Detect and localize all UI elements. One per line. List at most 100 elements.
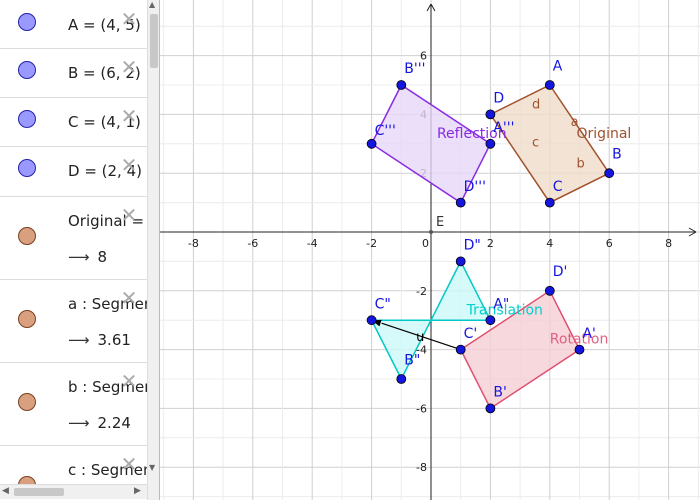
close-icon[interactable]: ✕ [120, 104, 138, 128]
point[interactable] [485, 109, 496, 120]
point-label: A''' [493, 120, 514, 136]
scroll-right-arrow-icon[interactable]: ▶ [134, 486, 141, 496]
segment-label: d [532, 98, 540, 113]
polygon-name-label: Original [577, 126, 632, 142]
close-icon[interactable]: ✕ [120, 153, 138, 177]
point-label: B [612, 147, 622, 163]
arrow-icon: ⟶ [68, 248, 90, 266]
scroll-down-arrow-icon[interactable]: ▼ [149, 463, 156, 472]
scroll-up-arrow-icon[interactable]: ▲ [149, 0, 156, 9]
algebra-value-text: 2.24 [97, 414, 131, 432]
point[interactable] [574, 344, 585, 355]
close-icon[interactable]: ✕ [120, 55, 138, 79]
x-tick-label: 4 [546, 237, 553, 250]
point[interactable] [544, 197, 555, 208]
visibility-toggle-icon[interactable] [18, 310, 36, 328]
algebra-row[interactable]: B = (6, 2) ✕ [0, 48, 147, 98]
vector-label: u [416, 330, 424, 345]
point-label: C''' [375, 123, 396, 139]
visibility-toggle-icon[interactable] [18, 13, 36, 31]
visibility-toggle-icon[interactable] [18, 61, 36, 79]
origin-point-label: E [436, 215, 444, 230]
point-label: D' [553, 264, 568, 280]
algebra-vertical-scrollbar[interactable]: ▲ ▼ [147, 0, 160, 500]
horizontal-scroll-thumb[interactable] [14, 488, 64, 496]
visibility-toggle-icon[interactable] [18, 393, 36, 411]
point[interactable] [396, 80, 407, 90]
point-label: C' [464, 326, 478, 342]
close-icon[interactable]: ✕ [120, 286, 138, 310]
algebra-horizontal-scrollbar[interactable]: ◀ ▶ [0, 484, 147, 499]
algebra-definition[interactable]: D = (2, 4) [68, 162, 142, 180]
algebra-definition[interactable]: A = (4, 5) [68, 16, 141, 34]
algebra-definition[interactable]: c : Segmen [68, 461, 147, 479]
algebra-definition[interactable]: Original = [68, 212, 145, 230]
algebra-definition[interactable]: B = (6, 2) [68, 64, 141, 82]
algebra-row[interactable]: a : Segmen ⟶ 3.61 ✕ [0, 279, 147, 363]
polygon-name-label: Translation [466, 302, 543, 318]
algebra-row[interactable]: Original = ⟶ 8 ✕ [0, 196, 147, 280]
algebra-value-text: 8 [97, 248, 108, 266]
x-tick-label: -4 [307, 237, 318, 250]
algebra-row[interactable]: A = (4, 5) ✕ [0, 0, 147, 49]
arrow-icon: ⟶ [68, 331, 90, 349]
point-label: C [553, 179, 563, 195]
view-divider[interactable] [159, 0, 160, 500]
point-label: B''' [404, 61, 425, 77]
origin-point[interactable] [429, 230, 433, 234]
point-label: B" [404, 352, 420, 368]
close-icon[interactable]: ✕ [120, 7, 138, 31]
point[interactable] [455, 344, 466, 355]
segment-label: b [577, 156, 585, 171]
point[interactable] [366, 315, 377, 326]
x-tick-label: 6 [606, 237, 613, 250]
point[interactable] [485, 403, 496, 414]
polygon-name-label: Reflection [437, 126, 507, 142]
x-axis-arrow-icon [688, 227, 697, 237]
point[interactable] [485, 315, 496, 326]
y-axis-arrow-icon [426, 3, 436, 12]
point[interactable] [544, 80, 555, 90]
algebra-definition[interactable]: C = (4, 1) [68, 113, 141, 131]
point-label: D" [464, 238, 481, 254]
point-label: D''' [464, 179, 486, 195]
x-tick-label: -2 [366, 237, 377, 250]
point[interactable] [366, 138, 377, 149]
segment-label: a [571, 115, 579, 130]
close-icon[interactable]: ✕ [120, 369, 138, 393]
close-icon[interactable]: ✕ [120, 203, 138, 227]
point-label: B' [493, 385, 506, 401]
visibility-toggle-icon[interactable] [18, 159, 36, 177]
algebra-definition[interactable]: a : Segmen [68, 295, 147, 313]
algebra-row[interactable]: C = (4, 1) ✕ [0, 97, 147, 147]
point-label: C" [375, 296, 391, 312]
algebra-row[interactable]: b : Segmen ⟶ 2.24 ✕ [0, 362, 147, 446]
point-label: A [553, 58, 563, 74]
close-icon[interactable]: ✕ [120, 452, 138, 476]
segment-label: c [532, 136, 539, 151]
point[interactable] [455, 256, 466, 267]
point-label: A' [582, 326, 595, 342]
x-tick-label: 2 [487, 237, 494, 250]
algebra-view: A = (4, 5) ✕ B = (6, 2) ✕ C = (4, 1) ✕ D = (2,… [0, 0, 147, 500]
point[interactable] [455, 197, 466, 208]
vertical-scroll-thumb[interactable] [150, 14, 158, 68]
scroll-left-arrow-icon[interactable]: ◀ [2, 486, 9, 496]
algebra-value: ⟶ 3.61 [68, 331, 131, 349]
x-tick-label: -6 [247, 237, 258, 250]
visibility-toggle-icon[interactable] [18, 227, 36, 245]
point[interactable] [396, 374, 407, 384]
x-tick-label: -8 [188, 237, 199, 250]
point[interactable] [485, 138, 496, 149]
graphics-view[interactable]: -8-6-4-224680642-2-4-6-8uOriginalReflect… [160, 0, 700, 500]
visibility-toggle-icon[interactable] [18, 110, 36, 128]
vector-u[interactable] [381, 322, 461, 351]
algebra-value-text: 3.61 [97, 331, 131, 349]
x-tick-label: 8 [665, 237, 672, 250]
point[interactable] [544, 285, 555, 296]
point[interactable] [604, 168, 615, 179]
point-label: D [493, 91, 504, 107]
algebra-row[interactable]: D = (2, 4) ✕ [0, 146, 147, 197]
algebra-definition[interactable]: b : Segmen [68, 378, 147, 396]
y-tick-label: -4 [416, 344, 427, 357]
